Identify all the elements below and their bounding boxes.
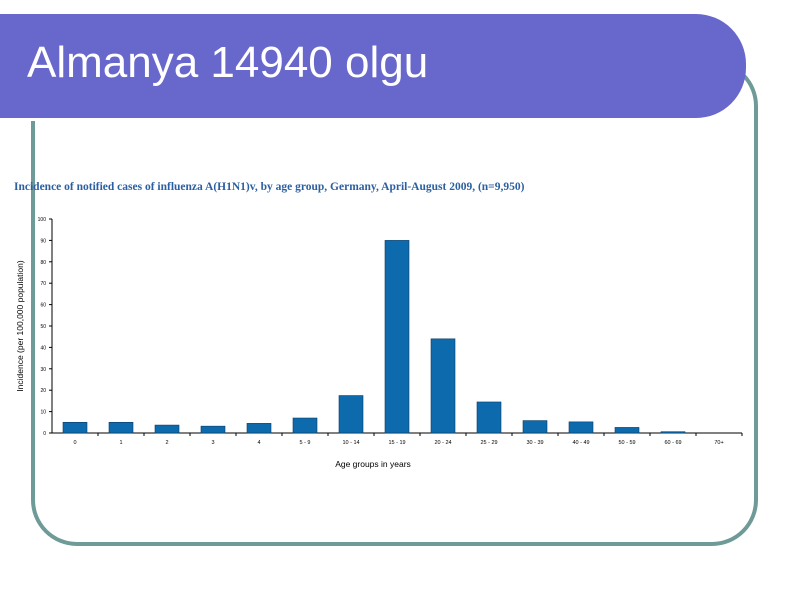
x-tick-label: 1 — [119, 440, 122, 446]
x-tick-label: 25 - 29 — [480, 440, 497, 446]
y-axis-label: Incidence (per 100,000 population) — [15, 260, 25, 392]
y-tick-label: 90 — [40, 238, 46, 244]
bar-12 — [568, 421, 594, 434]
x-tick-label: 5 - 9 — [299, 440, 310, 446]
x-tick-label: 70+ — [714, 440, 723, 446]
y-tick-label: 30 — [40, 367, 46, 373]
x-axis-label: Age groups in years — [335, 459, 411, 469]
chart-labels: 0 10 20 30 40 50 60 70 80 90 100 0 1 2 3 4 5 - 9 10 - 14 1… — [15, 217, 724, 469]
y-tick-label: 80 — [40, 260, 46, 266]
bar-9 — [430, 338, 456, 434]
x-tick-label: 50 - 59 — [618, 440, 635, 446]
x-tick-label: 30 - 39 — [526, 440, 543, 446]
bar-14 — [660, 431, 686, 434]
bar-7 — [338, 395, 364, 434]
y-tick-label: 50 — [40, 324, 46, 330]
bar-4 — [200, 425, 226, 434]
bar-5 — [246, 423, 272, 434]
chart-title: Incidence of notified cases of influenza… — [14, 181, 525, 193]
bar-1 — [62, 421, 88, 434]
x-tick-label: 20 - 24 — [434, 440, 451, 446]
x-tick-label: 4 — [257, 440, 260, 446]
y-tick-label: 60 — [40, 303, 46, 309]
x-tick-label: 60 - 69 — [664, 440, 681, 446]
bar-6 — [292, 417, 318, 434]
y-tick-label: 40 — [40, 345, 46, 351]
x-tick-label: 10 - 14 — [342, 440, 359, 446]
x-tick-label: 2 — [165, 440, 168, 446]
bar-10 — [476, 401, 502, 434]
y-tick-label: 20 — [40, 388, 46, 394]
bar-13 — [614, 427, 640, 434]
chart-bars — [62, 240, 686, 434]
bar-2 — [108, 421, 134, 434]
x-tick-label: 0 — [73, 440, 76, 446]
y-tick-label: 70 — [40, 281, 46, 287]
title-banner — [0, 14, 746, 121]
slide-title: Almanya 14940 olgu — [27, 38, 429, 87]
y-tick-label: 100 — [38, 217, 47, 223]
bar-3 — [154, 424, 180, 434]
x-tick-label: 40 - 49 — [572, 440, 589, 446]
y-tick-label: 10 — [40, 410, 46, 416]
x-tick-label: 15 - 19 — [388, 440, 405, 446]
bar-11 — [522, 420, 548, 434]
y-tick-label: 0 — [43, 431, 46, 437]
bar-8 — [384, 240, 410, 434]
x-tick-label: 3 — [211, 440, 214, 446]
banner-underline — [0, 118, 708, 121]
